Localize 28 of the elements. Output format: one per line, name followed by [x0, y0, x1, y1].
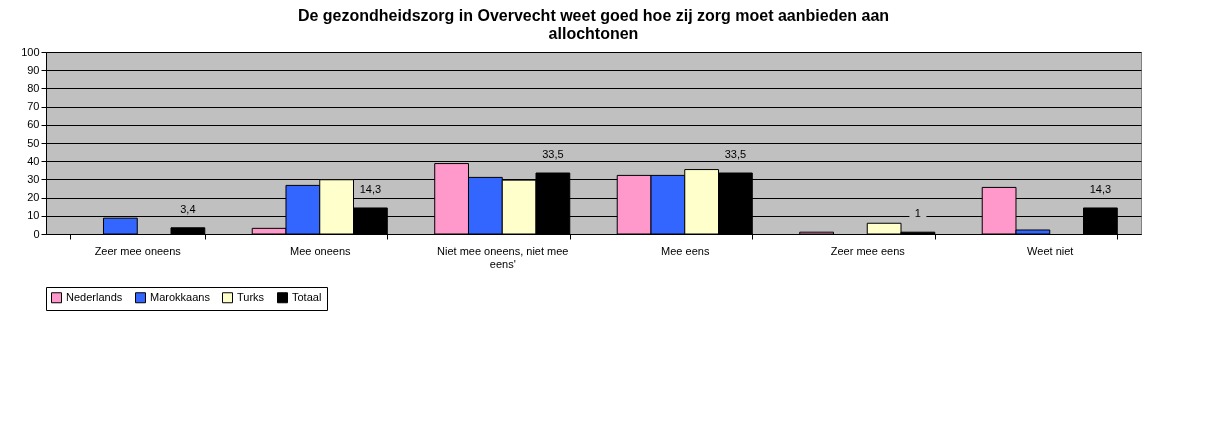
data-label: 14,3 — [1089, 182, 1112, 195]
y-tick-label: 100 — [21, 45, 40, 58]
data-label: 33,5 — [724, 148, 747, 161]
y-tick-label: 70 — [27, 100, 40, 113]
y-tick-label: 50 — [27, 136, 40, 149]
data-label: 3,4 — [180, 202, 196, 215]
x-tick-label: Mee eens — [661, 244, 710, 257]
x-tick-label: Zeer mee eens — [830, 244, 906, 257]
data-label: 1 — [914, 207, 921, 220]
y-tick-label: 10 — [27, 209, 40, 222]
legend-label: Marokkaans — [150, 290, 211, 303]
data-label: 14,3 — [359, 182, 382, 195]
x-tick-label: Zeer mee oneens — [94, 244, 182, 257]
legend-label: Nederlands — [66, 290, 123, 303]
y-tick-label: 30 — [27, 172, 40, 185]
y-tick-label: 40 — [27, 154, 40, 167]
legend-label: Totaal — [292, 290, 322, 303]
y-tick-label: 80 — [27, 81, 40, 94]
chart-title: De gezondheidszorg in Overvecht weet goed hoe zij zorg moet aanbieden aan allochtonen — [297, 7, 890, 42]
y-tick-label: 20 — [27, 191, 40, 204]
x-tick-label: Weet niet — [1027, 244, 1074, 257]
x-tick-label: Niet mee oneens, niet mee eens' — [437, 244, 569, 270]
y-tick-label: 0 — [33, 227, 40, 240]
y-tick-label: 90 — [27, 63, 40, 76]
x-tick-label: Mee oneens — [289, 244, 352, 257]
data-label: 33,5 — [542, 148, 564, 161]
y-tick-label: 60 — [27, 118, 40, 131]
legend-label: Turks — [237, 290, 265, 303]
